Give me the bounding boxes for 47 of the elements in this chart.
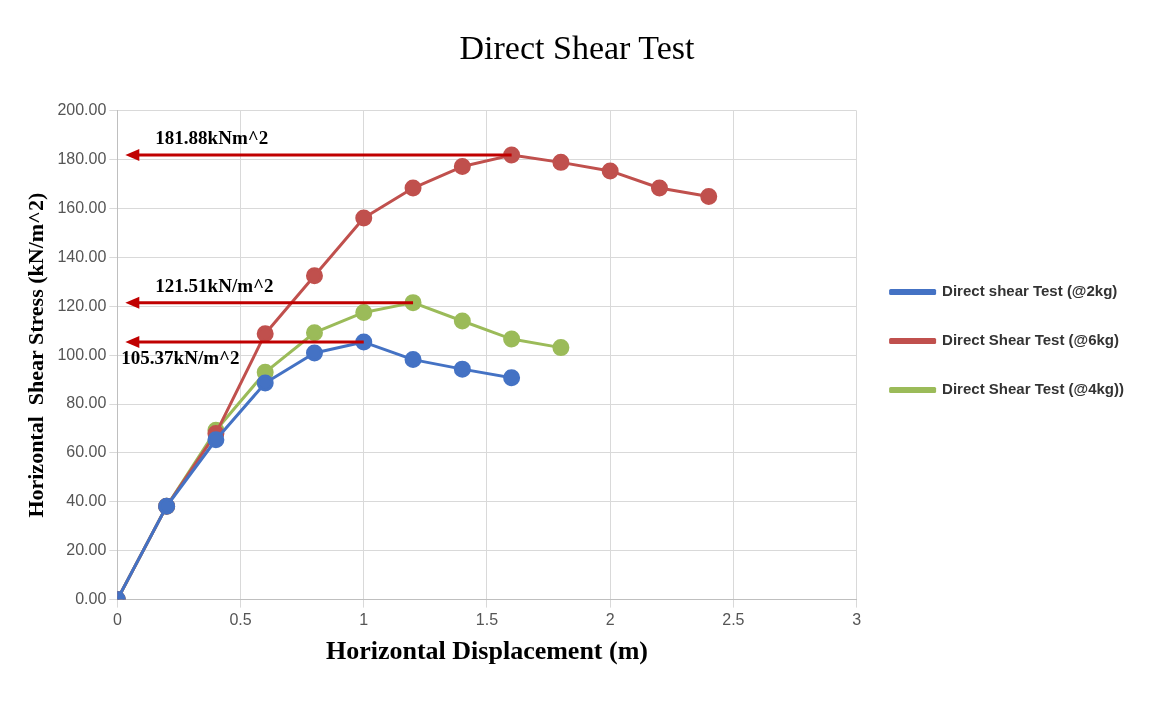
point [305,267,323,285]
x-tick-label: 3 [852,610,862,628]
point [404,179,422,197]
y-tick-label: 0.00 [75,590,107,608]
point [355,303,373,321]
point [256,374,274,392]
point [305,324,323,342]
point [453,360,471,378]
point [355,209,373,227]
x-tick-label: 2.5 [722,610,745,628]
point [453,312,471,330]
legend-label: Direct Shear Test (@6kg) [942,331,1120,349]
x-tick-label: 0 [112,610,122,628]
x-tick-label: 1 [359,610,369,628]
annotation: 105.37kN/m^2 [121,347,240,369]
point [453,158,471,176]
point [503,330,521,348]
point [700,188,718,206]
x-tick-label: 2 [605,610,615,628]
point [207,431,225,449]
x-tick-label: 0.5 [229,610,252,628]
y-tick-label: 160.00 [57,198,107,216]
annotation: 181.88kNm^2 [155,127,269,149]
chart-title: Direct Shear Test [459,29,695,67]
point [503,369,521,387]
y-tick-label: 60.00 [66,443,107,461]
point [256,325,274,343]
point [305,344,323,362]
point [650,179,668,197]
x-tick-label: 1.5 [475,610,499,628]
y-tick-label: 140.00 [57,247,107,265]
x-axis-title: Horizontal Displacement (m) [325,636,648,666]
point [601,162,619,180]
legend-label: Direct shear Test (@2kg) [942,282,1118,300]
y-tick-label: 80.00 [66,394,107,412]
point [552,339,570,357]
annotation: 121.51kN/m^2 [155,275,274,297]
y-axis-title: Horizontal Shear Stress (kN/m^2) [22,192,48,518]
y-tick-label: 100.00 [57,345,107,363]
legend-label: Direct Shear Test (@4kg)) [942,380,1125,398]
y-tick-label: 200.00 [57,101,107,119]
y-tick-label: 20.00 [66,541,107,559]
y-tick-label: 120.00 [57,296,107,314]
y-tick-label: 180.00 [57,150,107,168]
point [552,153,570,171]
y-tick-label: 40.00 [66,492,107,510]
point [404,351,422,369]
